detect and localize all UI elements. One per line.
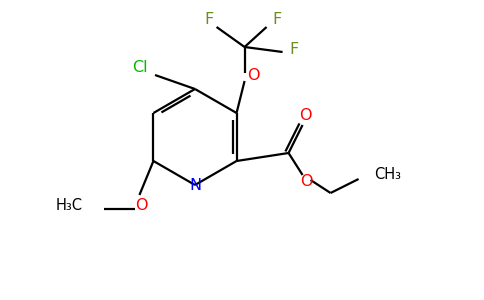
- Text: O: O: [247, 68, 260, 82]
- Text: F: F: [289, 43, 298, 58]
- Text: F: F: [272, 13, 281, 28]
- Text: O: O: [135, 197, 148, 212]
- Text: N: N: [189, 178, 201, 193]
- Text: O: O: [300, 173, 313, 188]
- Text: Cl: Cl: [132, 61, 148, 76]
- Text: CH₃: CH₃: [375, 167, 402, 182]
- Text: H₃C: H₃C: [56, 199, 82, 214]
- Text: O: O: [299, 107, 312, 122]
- Text: F: F: [204, 13, 213, 28]
